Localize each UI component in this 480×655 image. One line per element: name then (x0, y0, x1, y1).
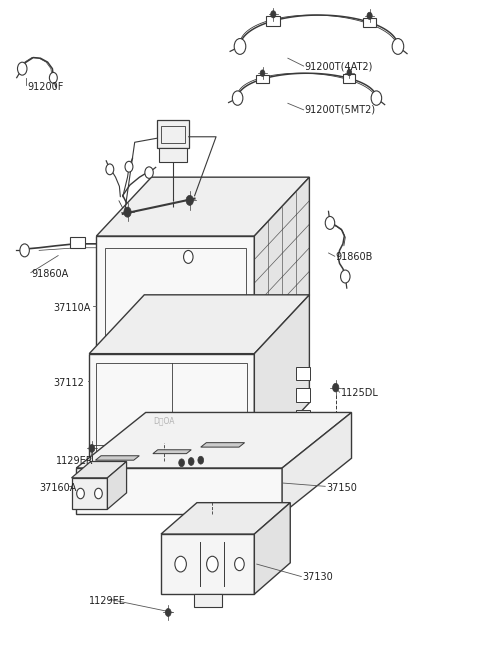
Circle shape (198, 457, 204, 464)
Circle shape (179, 459, 184, 467)
Circle shape (125, 161, 133, 172)
Circle shape (371, 91, 382, 105)
Polygon shape (254, 177, 310, 354)
Polygon shape (70, 237, 85, 248)
Circle shape (333, 383, 339, 392)
Circle shape (145, 167, 153, 178)
Text: 37160A: 37160A (39, 483, 76, 493)
Circle shape (188, 458, 194, 466)
Polygon shape (159, 148, 187, 162)
Text: D⬛OA: D⬛OA (153, 416, 174, 425)
Polygon shape (296, 432, 311, 445)
Circle shape (106, 164, 114, 175)
Circle shape (235, 557, 244, 571)
Text: 37112: 37112 (53, 378, 84, 388)
Polygon shape (282, 413, 351, 514)
Text: 91860B: 91860B (336, 252, 373, 262)
Circle shape (232, 91, 243, 105)
Text: 91860A: 91860A (32, 269, 69, 279)
Polygon shape (201, 443, 245, 447)
Circle shape (325, 216, 335, 229)
Polygon shape (161, 534, 254, 594)
Polygon shape (161, 502, 290, 534)
Circle shape (49, 73, 57, 83)
Text: 91200T(4AT2): 91200T(4AT2) (305, 61, 373, 71)
Polygon shape (96, 236, 254, 354)
Polygon shape (343, 74, 356, 83)
Circle shape (186, 195, 193, 206)
Circle shape (347, 69, 352, 76)
Circle shape (165, 608, 171, 616)
Text: 1125DL: 1125DL (340, 388, 378, 398)
Polygon shape (194, 594, 222, 607)
Circle shape (183, 250, 193, 263)
Circle shape (271, 10, 276, 18)
Circle shape (20, 244, 29, 257)
Circle shape (95, 488, 102, 498)
Polygon shape (89, 295, 310, 354)
Polygon shape (363, 18, 376, 27)
Circle shape (260, 70, 265, 77)
Polygon shape (296, 388, 311, 402)
Polygon shape (166, 248, 180, 257)
Text: 1129ER: 1129ER (56, 457, 93, 466)
Circle shape (206, 556, 218, 572)
Circle shape (234, 39, 246, 54)
Polygon shape (296, 410, 311, 423)
Text: 91200F: 91200F (27, 82, 63, 92)
Polygon shape (72, 478, 108, 509)
Polygon shape (96, 177, 310, 236)
Circle shape (367, 12, 372, 20)
Text: 1129EE: 1129EE (89, 595, 126, 606)
Polygon shape (254, 295, 310, 462)
Polygon shape (153, 450, 191, 454)
Polygon shape (72, 462, 127, 478)
Circle shape (392, 39, 404, 54)
Circle shape (124, 207, 131, 217)
Circle shape (340, 270, 350, 283)
Polygon shape (96, 456, 139, 460)
Circle shape (77, 488, 84, 498)
Polygon shape (256, 75, 269, 83)
Text: 37130: 37130 (302, 572, 333, 582)
Polygon shape (254, 502, 290, 594)
Polygon shape (76, 413, 351, 468)
Polygon shape (296, 367, 311, 380)
Text: 91200T(5MT2): 91200T(5MT2) (305, 105, 376, 115)
Polygon shape (108, 462, 127, 509)
Circle shape (89, 445, 95, 453)
Polygon shape (89, 354, 254, 462)
Polygon shape (157, 121, 189, 148)
Text: 37150: 37150 (326, 483, 357, 493)
Circle shape (17, 62, 27, 75)
Polygon shape (266, 16, 280, 26)
Polygon shape (76, 468, 282, 514)
Text: 37110A: 37110A (53, 303, 91, 313)
Circle shape (175, 556, 186, 572)
